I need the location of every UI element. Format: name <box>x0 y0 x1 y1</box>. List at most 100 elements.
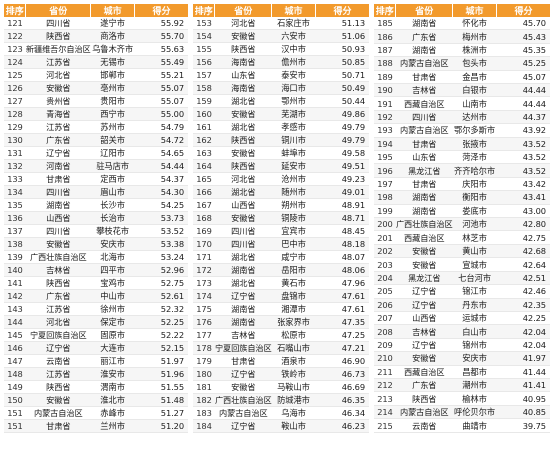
city-cell: 石嘴山市 <box>271 341 316 355</box>
rank-cell: 155 <box>193 42 215 56</box>
rank-cell: 160 <box>193 107 215 121</box>
rank-cell: 142 <box>4 289 26 303</box>
table-row: 148 江苏省 淮安市 51.96 <box>4 367 189 381</box>
rank-cell: 214 <box>374 405 396 420</box>
score-cell: 46.69 <box>315 380 370 394</box>
city-cell: 随州市 <box>271 185 316 199</box>
rank-cell: 153 <box>193 17 215 30</box>
rank-cell: 205 <box>374 284 396 299</box>
city-cell: 淮安市 <box>90 367 135 381</box>
table-row: 198 湖南省 衡阳市 43.41 <box>374 190 550 205</box>
score-cell: 45.43 <box>496 29 550 44</box>
city-cell: 韶关市 <box>90 133 135 147</box>
score-cell: 39.75 <box>496 418 550 433</box>
score-cell: 42.04 <box>496 338 550 353</box>
rank-cell: 175 <box>193 302 215 316</box>
province-cell: 广东省 <box>395 378 453 393</box>
province-cell: 甘肃省 <box>214 354 272 368</box>
province-cell: 吉林省 <box>395 83 453 98</box>
header-rank: 排序 <box>374 4 397 17</box>
table-row: 122 陕西省 商洛市 55.70 <box>4 29 189 43</box>
city-cell: 黄山市 <box>452 244 497 259</box>
table-row: 143 江苏省 徐州市 52.32 <box>4 302 189 316</box>
score-cell: 46.35 <box>315 393 370 407</box>
score-cell: 48.07 <box>315 250 370 264</box>
city-cell: 盘锦市 <box>271 289 316 303</box>
province-cell: 山东省 <box>395 150 453 165</box>
city-cell: 曲靖市 <box>452 418 497 433</box>
score-cell: 48.45 <box>315 224 370 238</box>
rank-cell: 125 <box>4 68 26 82</box>
province-cell: 海南省 <box>214 55 272 69</box>
province-cell: 四川省 <box>395 110 453 125</box>
table-row: 151 甘肃省 兰州市 51.20 <box>4 419 189 433</box>
table-row: 169 四川省 宜宾市 48.45 <box>193 224 370 238</box>
table-row: 177 吉林省 松原市 47.25 <box>193 328 370 342</box>
table-row: 126 安徽省 亳州市 55.07 <box>4 81 189 95</box>
score-cell: 42.80 <box>496 217 550 232</box>
city-cell: 贵阳市 <box>90 94 135 108</box>
rank-cell: 146 <box>4 341 26 355</box>
city-cell: 无锡市 <box>90 55 135 69</box>
city-cell: 包头市 <box>452 56 497 71</box>
score-cell: 44.44 <box>496 96 550 111</box>
city-cell: 宝鸡市 <box>90 276 135 290</box>
rank-cell: 201 <box>374 230 396 245</box>
rank-cell: 188 <box>374 56 396 71</box>
province-cell: 江苏省 <box>25 120 91 134</box>
rank-cell: 126 <box>4 81 26 95</box>
province-cell: 江苏省 <box>25 302 91 316</box>
province-cell: 四川省 <box>25 185 91 199</box>
rank-cell: 122 <box>4 29 26 43</box>
score-cell: 47.25 <box>315 328 370 342</box>
province-cell: 广西壮族自治区 <box>25 250 91 264</box>
score-cell: 46.90 <box>315 354 370 368</box>
province-cell: 河北省 <box>25 315 91 329</box>
province-cell: 广西壮族自治区 <box>214 393 272 407</box>
score-cell: 43.52 <box>496 137 550 152</box>
city-cell: 马鞍山市 <box>271 380 316 394</box>
rank-cell: 187 <box>374 43 396 58</box>
table-row: 174 辽宁省 盘锦市 47.61 <box>193 289 370 303</box>
table-row: 149 陕西省 渭南市 51.55 <box>4 380 189 394</box>
table-row: 140 吉林省 四平市 52.96 <box>4 263 189 277</box>
score-cell: 51.27 <box>134 406 189 420</box>
province-cell: 四川省 <box>214 224 272 238</box>
rank-cell: 186 <box>374 29 396 44</box>
rank-cell: 196 <box>374 163 396 178</box>
province-cell: 河南省 <box>25 159 91 173</box>
rank-cell: 149 <box>4 380 26 394</box>
province-cell: 甘肃省 <box>25 172 91 186</box>
score-cell: 51.06 <box>315 29 370 43</box>
rank-cell: 184 <box>193 419 215 433</box>
table-row: 163 安徽省 蚌埠市 49.58 <box>193 146 370 160</box>
score-cell: 47.96 <box>315 276 370 290</box>
rank-cell: 181 <box>193 380 215 394</box>
table-row: 194 甘肃省 张掖市 43.52 <box>374 137 550 152</box>
rank-cell: 198 <box>374 190 396 205</box>
province-cell: 黑龙江省 <box>395 271 453 286</box>
province-cell: 河北省 <box>214 17 272 30</box>
score-cell: 54.30 <box>134 185 189 199</box>
city-cell: 驻马店市 <box>90 159 135 173</box>
province-cell: 安徽省 <box>25 81 91 95</box>
province-cell: 黑龙江省 <box>395 163 453 178</box>
province-cell: 湖北省 <box>214 250 272 264</box>
city-cell: 北海市 <box>90 250 135 264</box>
province-cell: 湖北省 <box>214 185 272 199</box>
province-cell: 辽宁省 <box>214 419 272 433</box>
table-row: 202 安徽省 黄山市 42.68 <box>374 244 550 259</box>
score-cell: 42.46 <box>496 284 550 299</box>
table-row: 153 河北省 石家庄市 51.13 <box>193 17 370 30</box>
table-row: 215 云南省 曲靖市 39.75 <box>374 418 550 433</box>
rank-cell: 134 <box>4 185 26 199</box>
score-cell: 40.95 <box>496 391 550 406</box>
city-cell: 海口市 <box>271 81 316 95</box>
city-cell: 白山市 <box>452 324 497 339</box>
province-cell: 山东省 <box>214 68 272 82</box>
table-row: 127 贵州省 贵阳市 55.07 <box>4 94 189 108</box>
city-cell: 呼伦贝尔市 <box>452 405 497 420</box>
table-row: 210 安徽省 安庆市 41.97 <box>374 351 550 366</box>
province-cell: 广东省 <box>395 29 453 44</box>
score-cell: 55.00 <box>134 107 189 121</box>
